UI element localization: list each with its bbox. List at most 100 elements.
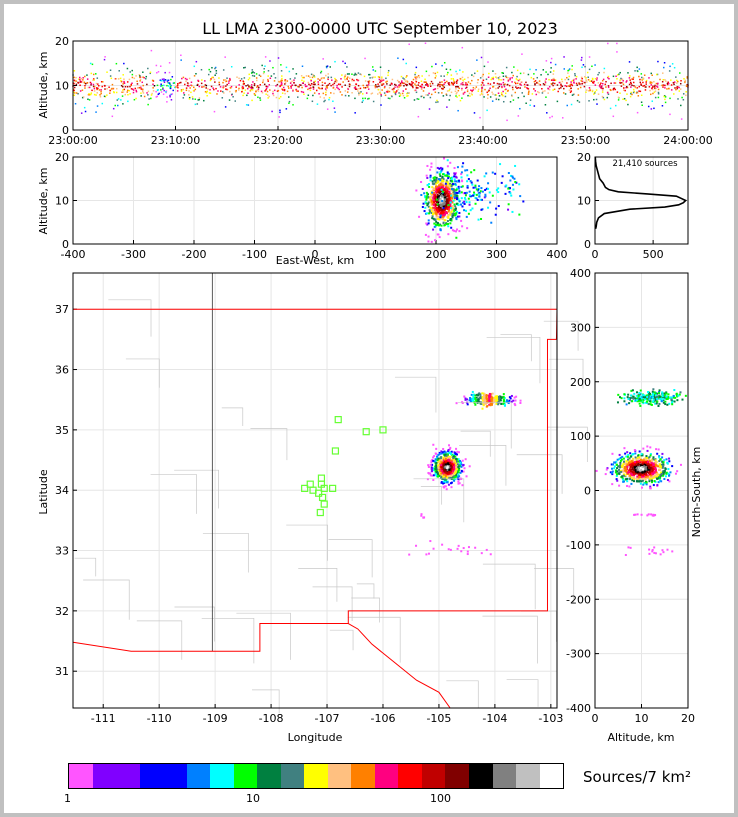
source-point <box>162 93 165 95</box>
source-point <box>444 471 447 474</box>
source-point <box>138 74 141 76</box>
source-point <box>482 398 485 401</box>
source-point <box>436 87 439 90</box>
source-point <box>160 89 162 91</box>
source-point <box>379 66 382 68</box>
source-point <box>535 69 537 71</box>
source-point <box>661 471 664 474</box>
source-point <box>298 86 300 88</box>
source-point <box>141 81 144 84</box>
source-point <box>439 85 441 88</box>
source-point <box>88 86 91 89</box>
source-point <box>576 84 578 86</box>
source-point <box>336 84 338 87</box>
source-point <box>654 458 657 461</box>
source-point <box>436 171 439 174</box>
source-point <box>474 398 477 401</box>
x-tick-label: 400 <box>547 248 568 261</box>
source-point <box>396 90 398 92</box>
source-point <box>487 82 489 85</box>
source-point <box>450 472 453 475</box>
source-point <box>649 395 652 398</box>
source-point <box>445 199 448 202</box>
source-point <box>613 461 616 464</box>
source-point <box>160 79 163 82</box>
source-point <box>351 78 354 81</box>
source-point <box>650 463 653 466</box>
source-point <box>611 483 614 486</box>
source-point <box>450 194 453 197</box>
source-point <box>665 395 668 398</box>
source-point <box>462 547 465 550</box>
x-tick-label: -110 <box>147 712 172 725</box>
source-point <box>124 93 127 96</box>
source-point <box>446 470 449 473</box>
source-point <box>565 85 568 88</box>
source-point <box>479 393 482 396</box>
source-point <box>642 398 645 401</box>
source-point <box>431 217 434 220</box>
source-point <box>638 75 640 78</box>
source-point <box>638 395 641 398</box>
source-point <box>666 83 669 86</box>
source-point <box>505 88 507 91</box>
source-point <box>529 68 531 71</box>
source-point <box>469 399 472 402</box>
source-point <box>652 388 655 391</box>
source-point <box>83 106 86 109</box>
source-point <box>446 180 449 183</box>
source-point <box>162 84 165 87</box>
source-point <box>421 86 423 88</box>
source-point <box>495 94 498 96</box>
source-point <box>636 87 639 89</box>
source-point <box>680 80 682 82</box>
source-point <box>454 205 457 208</box>
source-point <box>79 78 81 81</box>
source-point <box>583 85 586 88</box>
source-point <box>481 86 483 89</box>
source-point <box>667 468 670 471</box>
source-point <box>432 88 435 91</box>
source-point <box>230 85 233 88</box>
source-point <box>440 196 443 199</box>
county-line <box>543 320 579 351</box>
source-point <box>456 215 459 218</box>
source-point <box>447 215 450 218</box>
source-point <box>443 208 446 211</box>
source-point <box>437 215 440 218</box>
source-point <box>449 201 452 204</box>
source-point <box>437 207 440 210</box>
source-point <box>481 395 484 398</box>
colorbar-swatch <box>539 764 564 788</box>
source-point <box>437 206 440 209</box>
colorbar-swatch <box>186 764 211 788</box>
source-point <box>502 78 505 81</box>
source-point <box>460 550 463 553</box>
source-point <box>93 85 96 88</box>
source-point <box>632 396 635 399</box>
source-point <box>264 56 267 58</box>
source-point <box>441 173 444 176</box>
source-point <box>242 80 245 82</box>
source-point <box>665 80 667 82</box>
source-point <box>638 68 641 70</box>
source-point <box>497 398 500 401</box>
y-tick-label: -400 <box>566 702 591 715</box>
x-tick-label: 100 <box>365 248 386 261</box>
source-point <box>445 192 448 195</box>
source-point <box>281 77 283 80</box>
source-point <box>182 88 185 91</box>
source-point <box>279 111 281 114</box>
source-point <box>654 398 657 401</box>
source-point <box>448 200 451 203</box>
source-point <box>684 394 687 397</box>
source-point <box>438 188 441 191</box>
source-point <box>585 77 587 79</box>
source-point <box>568 89 571 91</box>
source-point <box>511 210 514 213</box>
source-point <box>457 473 460 476</box>
source-point <box>204 91 207 93</box>
source-point <box>640 101 643 103</box>
source-point <box>425 81 427 83</box>
source-point <box>435 198 438 201</box>
